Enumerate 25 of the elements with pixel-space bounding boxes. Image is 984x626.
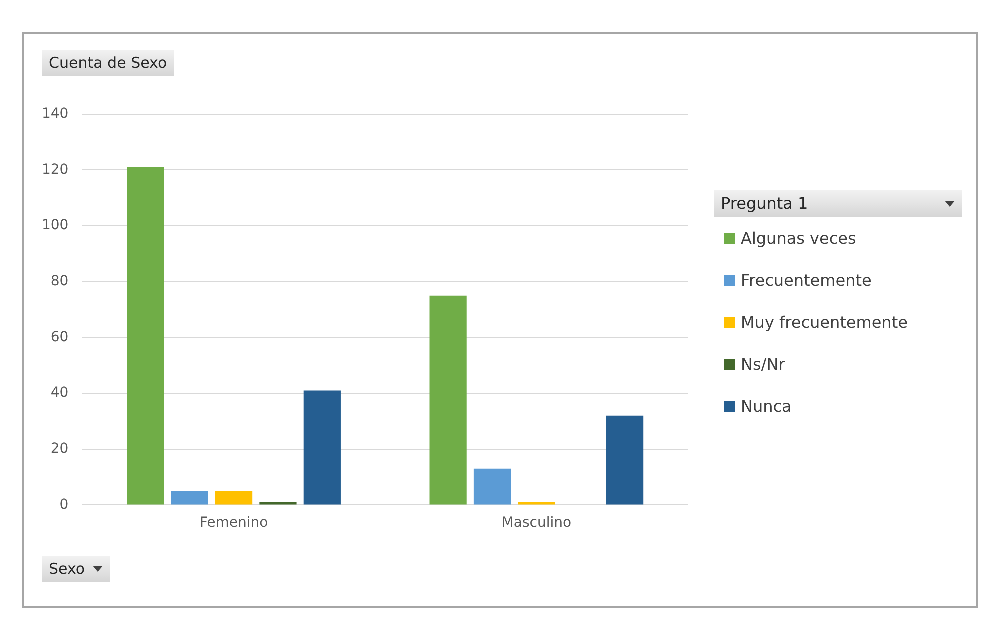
legend-title: Pregunta 1	[721, 194, 808, 213]
legend-label: Ns/Nr	[741, 355, 786, 374]
bar	[171, 491, 208, 505]
y-tick-label: 120	[42, 162, 69, 178]
legend-label: Muy frecuentemente	[741, 313, 908, 332]
bar	[304, 390, 341, 505]
y-tick-label: 140	[42, 106, 69, 122]
bar	[430, 296, 467, 505]
y-tick-label: 0	[60, 496, 69, 513]
y-axis-title: Cuenta de Sexo	[42, 50, 174, 76]
x-axis-title: Sexo	[49, 560, 86, 578]
y-tick-label: 20	[50, 441, 69, 458]
y-tick-label: 60	[50, 329, 69, 346]
legend-label: Nunca	[741, 397, 792, 416]
legend-label: Frecuentemente	[741, 271, 872, 290]
bar	[127, 167, 164, 505]
y-tick-label: 80	[50, 274, 69, 290]
bar	[215, 491, 253, 505]
legend-label: Algunas veces	[741, 229, 856, 248]
y-tick-label: 40	[50, 385, 69, 402]
bar	[606, 416, 644, 505]
x-tick-label: Femenino	[200, 515, 268, 532]
x-tick-label: Masculino	[502, 515, 572, 532]
bar	[474, 468, 512, 505]
y-tick-label: 100	[42, 218, 69, 234]
